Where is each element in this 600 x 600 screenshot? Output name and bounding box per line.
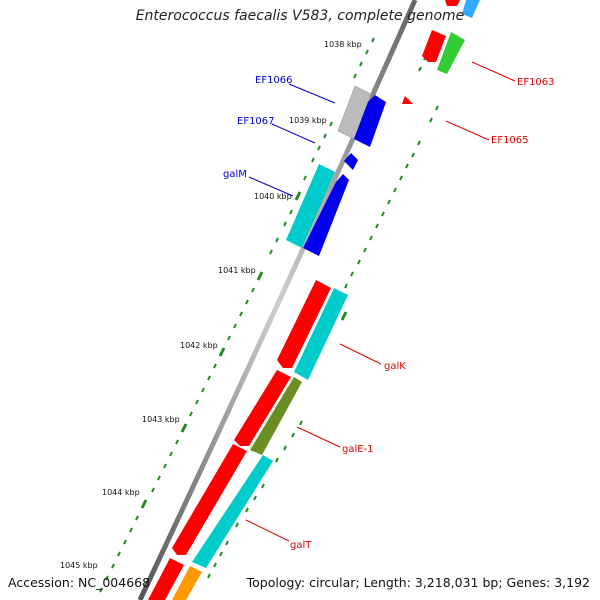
kbp-label-1044: 1044 kbp [102, 488, 140, 497]
reverse-genes [148, 0, 480, 600]
gene-label-galk[interactable]: galK [384, 361, 406, 372]
gene-label-ef1066[interactable]: EF1066 [255, 75, 293, 86]
gene-ef1066-blue[interactable] [354, 95, 386, 147]
gene-bottom-red[interactable] [148, 558, 184, 600]
gene-gale1-olive[interactable] [250, 377, 302, 455]
gene-ef1063-green[interactable] [437, 32, 465, 74]
leader-galk [339, 343, 382, 365]
gene-galt-red[interactable] [172, 444, 247, 555]
leader-gale1 [296, 426, 341, 448]
outer-tick-track [207, 55, 439, 579]
gene-label-galm[interactable]: galM [223, 169, 247, 180]
gene-galk-cyan[interactable] [294, 288, 348, 380]
gene-galt-cyan[interactable] [192, 455, 273, 568]
map-title: Enterococcus faecalis V583, complete gen… [135, 8, 465, 24]
gene-label-galt[interactable]: galT [290, 540, 312, 551]
leader-galt [245, 519, 290, 542]
gene-label-ef1063[interactable]: EF1063 [517, 77, 555, 88]
kbp-label-1043: 1043 kbp [142, 415, 180, 424]
forward-genes [286, 85, 386, 256]
leader-galm [248, 176, 294, 197]
gene-ef1067[interactable] [344, 153, 358, 170]
kbp-label-1045: 1045 kbp [60, 561, 98, 570]
gene-ef1063-red[interactable] [422, 30, 446, 62]
kbp-label-1042: 1042 kbp [180, 341, 218, 350]
kbp-label-1039: 1039 kbp [289, 116, 327, 125]
leader-ef1063 [471, 61, 516, 82]
kbp-label-1040: 1040 kbp [254, 192, 292, 201]
topology-text: Topology: circular; Length: 3,218,031 bp… [246, 575, 590, 590]
genome-backbone [137, 0, 418, 600]
gene-galm-blue[interactable] [303, 174, 349, 256]
gene-label-ef1067[interactable]: EF1067 [237, 116, 275, 127]
accession-text: Accession: NC_004668 [8, 575, 151, 590]
kbp-label-1038: 1038 kbp [324, 40, 362, 49]
gene-galk-red[interactable] [277, 280, 331, 368]
kbp-label-1041: 1041 kbp [218, 266, 256, 275]
gene-bottom-orange[interactable] [172, 566, 202, 600]
inner-tick-track [99, 37, 375, 593]
gene-top-red[interactable] [445, 0, 460, 6]
gene-label-gale1[interactable]: galE-1 [342, 444, 374, 455]
gene-galm-cyan[interactable] [286, 164, 335, 248]
gene-top-blue[interactable] [462, 0, 480, 18]
gene-ef1065[interactable] [402, 96, 413, 104]
leader-ef1065 [445, 120, 490, 141]
leader-ef1067 [271, 123, 316, 144]
gene-gale1-red[interactable] [234, 370, 291, 446]
gene-label-ef1065[interactable]: EF1065 [491, 135, 529, 146]
leader-ef1066 [288, 83, 336, 104]
